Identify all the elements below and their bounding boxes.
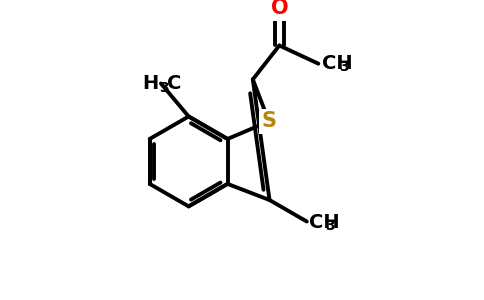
Text: 3: 3	[159, 81, 169, 95]
Text: H: H	[142, 74, 158, 93]
Text: 3: 3	[326, 219, 335, 233]
Text: CH: CH	[322, 54, 353, 73]
Text: C: C	[166, 74, 181, 93]
Text: CH: CH	[309, 213, 339, 232]
Text: S: S	[261, 111, 276, 131]
Text: 3: 3	[339, 60, 348, 74]
Text: O: O	[271, 0, 288, 18]
